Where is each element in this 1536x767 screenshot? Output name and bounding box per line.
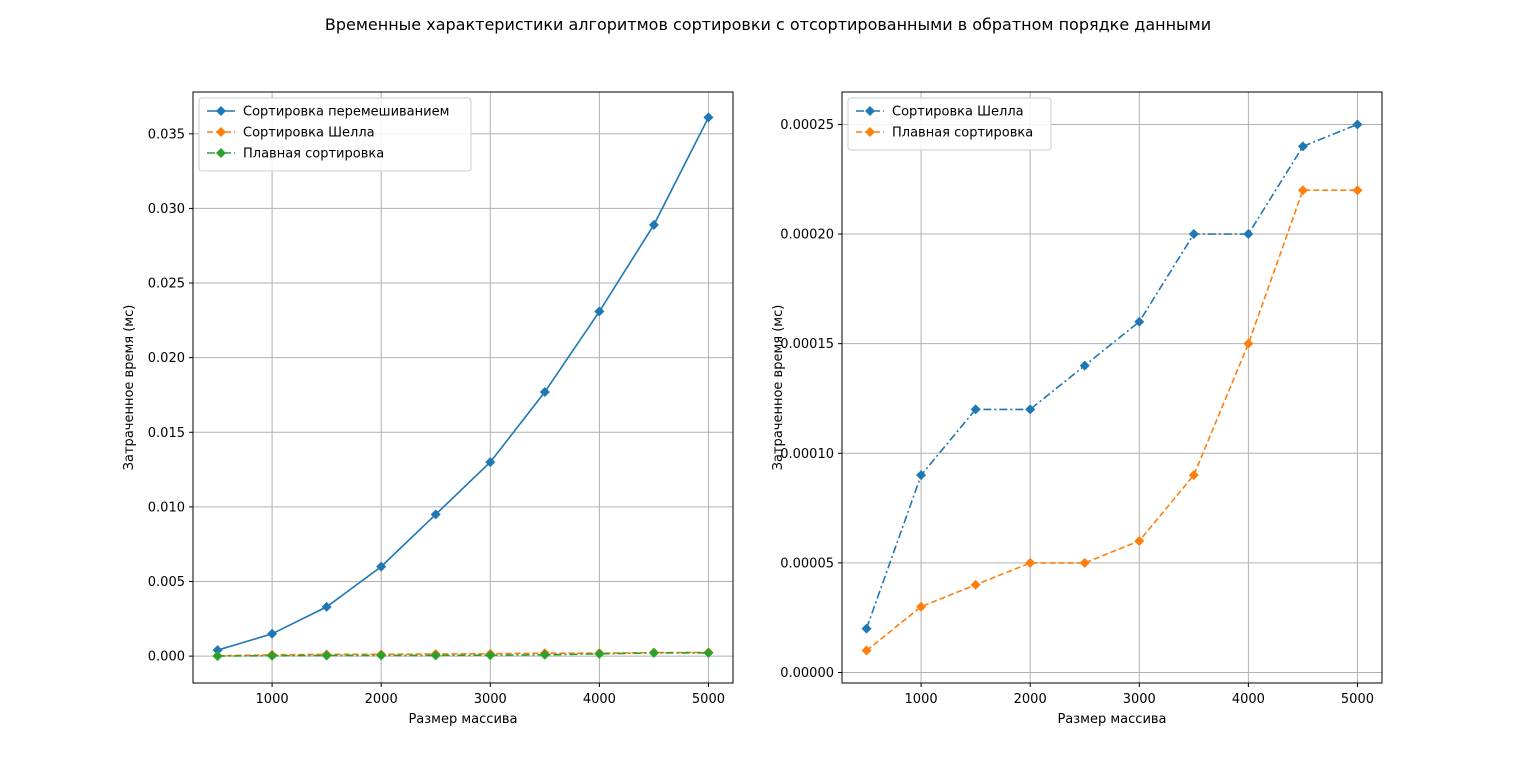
left-legend-marker-1 <box>216 127 226 137</box>
right-series-0-point <box>1188 229 1199 240</box>
right-series-0-point <box>1134 316 1145 327</box>
figure-title: Временные характеристики алгоритмов сорт… <box>325 15 1211 34</box>
left-series-2-point <box>212 650 223 661</box>
left-series-0-point <box>212 645 223 656</box>
left-series-line-1 <box>217 651 709 657</box>
left-series-2-point <box>430 650 441 661</box>
right-series-0-point <box>916 470 927 481</box>
right-ytick-label: 0.00005 <box>780 556 834 571</box>
left-ytick-label: 0.000 <box>148 650 185 665</box>
right-xtick-label: 3000 <box>1123 692 1156 707</box>
right-legend <box>847 97 1052 151</box>
left-series-2-point <box>703 647 714 658</box>
left-ytick-label: 0.035 <box>148 127 185 142</box>
left-series-2-point <box>376 650 387 661</box>
right-series-0-point <box>970 404 981 415</box>
left-ytick-label: 0.015 <box>148 426 185 441</box>
right-series-1-point <box>1079 557 1090 568</box>
left-series-0-point <box>703 112 714 123</box>
right-series-1-point <box>1297 185 1308 196</box>
left-axes-frame <box>192 91 734 684</box>
left-legend-label-2: Плавная сортировка <box>243 147 384 162</box>
left-series-0-point <box>485 457 496 468</box>
right-series-1-point <box>1352 185 1363 196</box>
right-series-0-point <box>1352 119 1363 130</box>
left-legend <box>198 97 472 172</box>
left-ytick-label: 0.005 <box>148 575 185 590</box>
right-series-0-point <box>861 623 872 634</box>
left-series-2-point <box>594 648 605 659</box>
right-x-axis-label: Размер массива <box>1057 712 1166 727</box>
left-xtick-label: 4000 <box>583 692 616 707</box>
left-series-line-0 <box>217 117 710 651</box>
left-series-2-point <box>648 647 659 658</box>
right-legend-marker-1 <box>865 127 875 137</box>
left-chart: 1000 2000 3000 4000 5000 0.000 0.005 0.010 0.015… <box>122 91 734 727</box>
left-series-line-2 <box>217 652 709 657</box>
left-series-2-point <box>267 650 278 661</box>
right-xtick-label: 2000 <box>1014 692 1047 707</box>
right-legend-label-0: Сортировка Шелла <box>892 105 1024 120</box>
left-xtick-label: 3000 <box>474 692 507 707</box>
left-series-0-point <box>594 306 605 317</box>
left-ytick-label: 0.020 <box>148 351 185 366</box>
left-legend-label-1: Сортировка Шелла <box>243 126 375 141</box>
left-legend-marker-0 <box>216 106 226 116</box>
left-series-0-point <box>321 601 332 612</box>
left-y-axis-label: Затраченное время (мс) <box>122 305 137 471</box>
right-series-line-0 <box>865 123 1358 629</box>
left-xtick-label: 1000 <box>256 692 289 707</box>
right-ytick-label: 0.00020 <box>780 228 834 243</box>
right-xtick-label: 4000 <box>1232 692 1265 707</box>
left-legend-marker-2 <box>216 148 226 158</box>
right-ytick-label: 0.00010 <box>780 447 834 462</box>
left-xtick-label: 5000 <box>692 692 725 707</box>
left-x-axis-label: Размер массива <box>408 712 517 727</box>
right-chart: 1000 2000 3000 4000 5000 0.00000 0.00005 0.0001… <box>771 91 1383 727</box>
left-series-2-point <box>321 650 332 661</box>
right-series-1-point <box>1188 470 1199 481</box>
left-series-0-point <box>430 509 441 520</box>
right-series-0-point <box>1025 404 1036 415</box>
left-xtick-label: 2000 <box>365 692 398 707</box>
right-ytick-label: 0.00000 <box>780 666 834 681</box>
right-series-1-point <box>1243 338 1254 349</box>
right-xtick-label: 5000 <box>1341 692 1374 707</box>
right-legend-marker-0 <box>865 106 875 116</box>
left-series-0-point <box>539 386 550 397</box>
right-legend-label-1: Плавная сортировка <box>892 126 1033 141</box>
left-series-0-point <box>648 219 659 230</box>
left-series-0-point <box>376 561 387 572</box>
right-ytick-label: 0.00025 <box>780 118 834 133</box>
right-ytick-label: 0.00015 <box>780 337 834 352</box>
left-ytick-label: 0.010 <box>148 500 185 515</box>
right-xtick-label: 1000 <box>905 692 938 707</box>
right-series-0-point <box>1243 229 1254 240</box>
left-legend-label-0: Сортировка перемешиванием <box>243 105 449 120</box>
left-series-0-point <box>267 628 278 639</box>
right-series-1-point <box>1134 535 1145 546</box>
right-axes-frame <box>841 91 1383 684</box>
left-series-2-point <box>539 649 550 660</box>
right-series-0-point <box>1297 141 1308 152</box>
right-series-1-point <box>916 601 927 612</box>
right-y-axis-label: Затраченное время (мс) <box>771 305 786 471</box>
right-series-1-point <box>970 579 981 590</box>
left-ytick-label: 0.030 <box>148 202 185 217</box>
left-ytick-label: 0.025 <box>148 277 185 292</box>
right-series-1-point <box>861 645 872 656</box>
right-series-0-point <box>1079 360 1090 371</box>
left-series-2-point <box>485 650 496 661</box>
right-series-1-point <box>1025 557 1036 568</box>
right-series-line-1 <box>865 189 1358 652</box>
